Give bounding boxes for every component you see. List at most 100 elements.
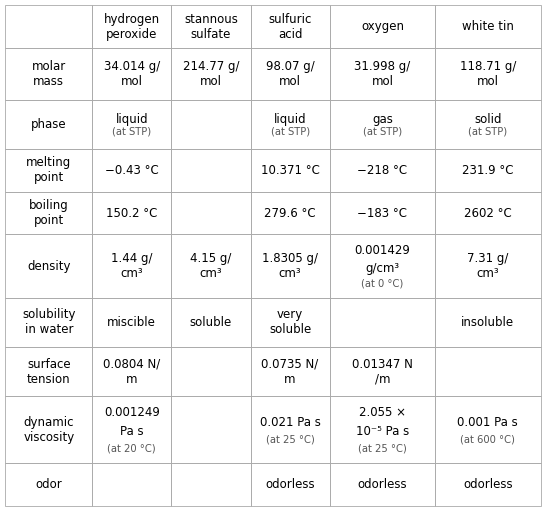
Text: 0.001 Pa s: 0.001 Pa s bbox=[458, 416, 518, 429]
Text: density: density bbox=[27, 260, 70, 273]
Bar bbox=[330, 298, 435, 347]
Bar bbox=[5, 463, 92, 506]
Text: soluble: soluble bbox=[190, 316, 232, 329]
Bar bbox=[435, 463, 541, 506]
Text: phase: phase bbox=[31, 118, 67, 131]
Text: (at 25 °C): (at 25 °C) bbox=[358, 444, 407, 453]
Text: 0.01347 N
/m: 0.01347 N /m bbox=[352, 358, 413, 386]
Text: boiling
point: boiling point bbox=[29, 199, 69, 227]
Bar bbox=[251, 463, 330, 506]
Text: 2.055 ×: 2.055 × bbox=[359, 406, 406, 420]
Text: 34.014 g/
mol: 34.014 g/ mol bbox=[104, 60, 160, 88]
Bar bbox=[251, 49, 330, 100]
Text: (at STP): (at STP) bbox=[468, 126, 507, 136]
Bar bbox=[435, 347, 541, 396]
Text: 2602 °C: 2602 °C bbox=[464, 206, 512, 220]
Bar bbox=[5, 347, 92, 396]
Text: odorless: odorless bbox=[358, 478, 407, 491]
Bar bbox=[251, 396, 330, 463]
Text: 0.001429: 0.001429 bbox=[354, 244, 411, 257]
Bar bbox=[251, 298, 330, 347]
Bar bbox=[330, 347, 435, 396]
Text: dynamic
viscosity: dynamic viscosity bbox=[23, 416, 74, 444]
Text: 0.001249: 0.001249 bbox=[104, 406, 159, 420]
Bar bbox=[171, 347, 251, 396]
Text: hydrogen
peroxide: hydrogen peroxide bbox=[104, 13, 160, 41]
Bar bbox=[251, 192, 330, 235]
Text: g/cm³: g/cm³ bbox=[365, 262, 400, 274]
Text: insoluble: insoluble bbox=[461, 316, 514, 329]
Bar bbox=[251, 347, 330, 396]
Bar bbox=[5, 49, 92, 100]
Text: (at STP): (at STP) bbox=[363, 126, 402, 136]
Bar bbox=[92, 192, 171, 235]
Text: Pa s: Pa s bbox=[120, 425, 144, 438]
Text: (at 20 °C): (at 20 °C) bbox=[108, 444, 156, 453]
Bar bbox=[330, 100, 435, 149]
Bar bbox=[171, 192, 251, 235]
Bar bbox=[92, 149, 171, 192]
Bar bbox=[435, 192, 541, 235]
Text: surface
tension: surface tension bbox=[27, 358, 70, 386]
Text: stannous
sulfate: stannous sulfate bbox=[184, 13, 238, 41]
Bar bbox=[330, 49, 435, 100]
Text: (at 25 °C): (at 25 °C) bbox=[266, 434, 314, 444]
Text: odorless: odorless bbox=[265, 478, 315, 491]
Bar bbox=[251, 149, 330, 192]
Text: gas: gas bbox=[372, 112, 393, 126]
Bar bbox=[171, 5, 251, 49]
Text: odorless: odorless bbox=[463, 478, 513, 491]
Bar bbox=[5, 396, 92, 463]
Text: −218 °C: −218 °C bbox=[358, 164, 407, 177]
Bar bbox=[435, 298, 541, 347]
Bar bbox=[330, 463, 435, 506]
Text: (at 0 °C): (at 0 °C) bbox=[361, 279, 403, 289]
Text: 98.07 g/
mol: 98.07 g/ mol bbox=[266, 60, 314, 88]
Text: solid: solid bbox=[474, 112, 502, 126]
Text: oxygen: oxygen bbox=[361, 20, 404, 33]
Text: miscible: miscible bbox=[108, 316, 156, 329]
Bar bbox=[251, 5, 330, 49]
Text: 1.8305 g/
cm³: 1.8305 g/ cm³ bbox=[262, 252, 318, 280]
Bar bbox=[5, 192, 92, 235]
Text: (at STP): (at STP) bbox=[112, 126, 151, 136]
Bar bbox=[330, 5, 435, 49]
Text: 10⁻⁵ Pa s: 10⁻⁵ Pa s bbox=[356, 425, 409, 438]
Text: liquid: liquid bbox=[274, 112, 306, 126]
Bar bbox=[171, 49, 251, 100]
Text: 279.6 °C: 279.6 °C bbox=[264, 206, 316, 220]
Text: 7.31 g/
cm³: 7.31 g/ cm³ bbox=[467, 252, 508, 280]
Text: 214.77 g/
mol: 214.77 g/ mol bbox=[183, 60, 239, 88]
Bar bbox=[171, 396, 251, 463]
Text: 150.2 °C: 150.2 °C bbox=[106, 206, 157, 220]
Bar bbox=[92, 463, 171, 506]
Text: 1.44 g/
cm³: 1.44 g/ cm³ bbox=[111, 252, 152, 280]
Bar bbox=[92, 5, 171, 49]
Text: 31.998 g/
mol: 31.998 g/ mol bbox=[354, 60, 411, 88]
Bar bbox=[171, 235, 251, 298]
Text: (at 600 °C): (at 600 °C) bbox=[460, 434, 515, 444]
Text: odor: odor bbox=[35, 478, 62, 491]
Bar bbox=[92, 235, 171, 298]
Text: very
soluble: very soluble bbox=[269, 309, 311, 336]
Bar bbox=[435, 49, 541, 100]
Text: white tin: white tin bbox=[462, 20, 514, 33]
Text: 0.021 Pa s: 0.021 Pa s bbox=[260, 416, 321, 429]
Text: (at STP): (at STP) bbox=[271, 126, 310, 136]
Text: liquid: liquid bbox=[115, 112, 148, 126]
Bar bbox=[171, 100, 251, 149]
Bar bbox=[251, 100, 330, 149]
Bar bbox=[330, 149, 435, 192]
Text: 10.371 °C: 10.371 °C bbox=[260, 164, 319, 177]
Bar bbox=[5, 235, 92, 298]
Text: sulfuric
acid: sulfuric acid bbox=[269, 13, 312, 41]
Bar bbox=[5, 5, 92, 49]
Bar bbox=[171, 463, 251, 506]
Bar bbox=[251, 235, 330, 298]
Bar bbox=[92, 49, 171, 100]
Bar bbox=[92, 298, 171, 347]
Bar bbox=[330, 396, 435, 463]
Text: −0.43 °C: −0.43 °C bbox=[105, 164, 159, 177]
Bar bbox=[330, 192, 435, 235]
Bar bbox=[92, 100, 171, 149]
